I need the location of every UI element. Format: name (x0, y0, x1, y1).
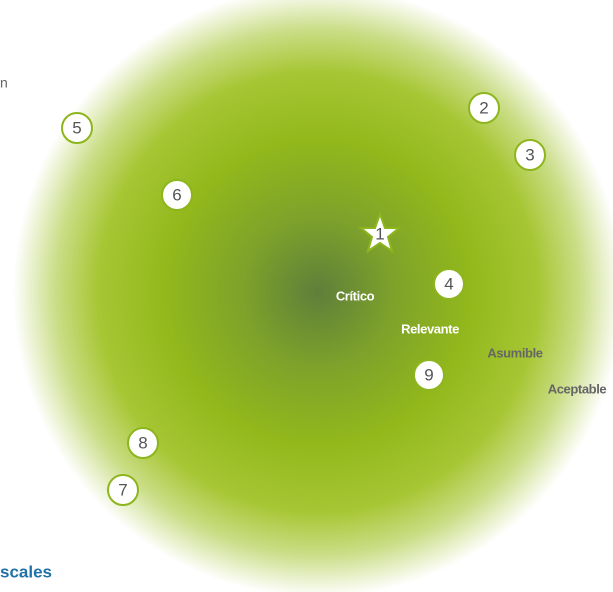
marker-number: 9 (424, 365, 433, 384)
marker-number: 3 (525, 145, 534, 164)
marker-number: 6 (172, 185, 181, 204)
marker (433, 268, 465, 300)
marker-number: 8 (138, 433, 147, 452)
risk-gradient (13, 0, 613, 592)
marker (413, 359, 445, 391)
zone-label: Aceptable (548, 381, 607, 396)
marker-number: 5 (72, 118, 81, 137)
marker (514, 139, 546, 171)
marker (61, 112, 93, 144)
zone-label: Relevante (401, 321, 459, 336)
marker-number: 1 (375, 224, 384, 243)
zone-label: Asumible (487, 345, 542, 360)
zone-label: Crítico (336, 288, 375, 303)
marker-number: 4 (444, 274, 453, 293)
marker-number: 2 (479, 98, 488, 117)
star-marker (358, 211, 402, 254)
footer-fragment: scales (0, 562, 52, 581)
marker-number: 7 (118, 480, 127, 499)
marker (161, 179, 193, 211)
marker (107, 474, 139, 506)
top-fragment: n (0, 75, 8, 91)
marker (127, 427, 159, 459)
marker (468, 92, 500, 124)
